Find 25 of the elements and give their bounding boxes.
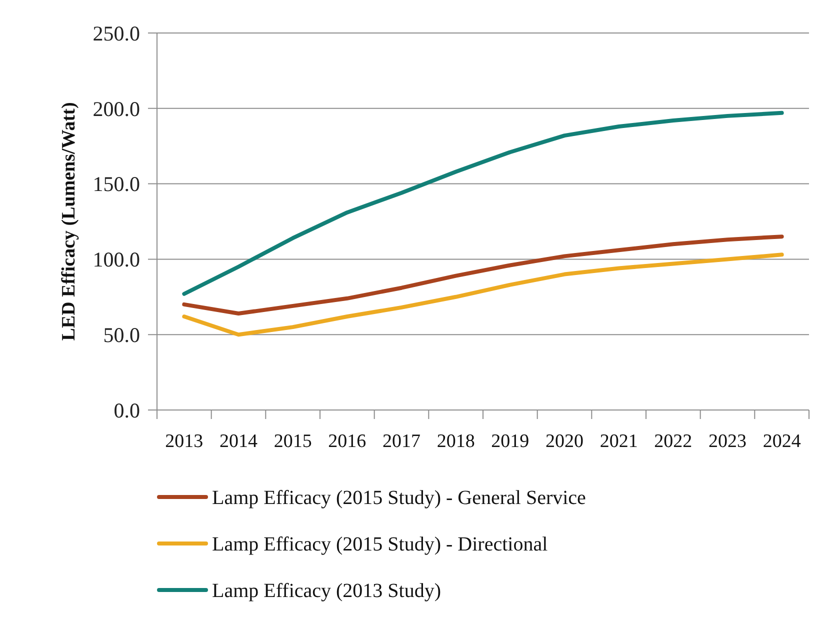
x-tick-label: 2017: [382, 431, 420, 452]
x-tick-label: 2020: [546, 431, 584, 452]
y-tick-label: 200.0: [92, 96, 140, 121]
y-axis-title: LED Efficacy (Lumens/Watt): [58, 102, 80, 341]
line-series: [182, 234, 784, 316]
x-tick-label: 2024: [762, 431, 802, 452]
x-tick-label: 2021: [600, 431, 638, 452]
line-series: [182, 252, 784, 337]
y-tick-label: 50.0: [103, 322, 140, 347]
line-series: [182, 110, 784, 296]
x-tick-label: 2018: [436, 431, 475, 452]
x-tick-label: 2014: [220, 431, 258, 452]
x-tick-label: 2015: [274, 431, 312, 452]
x-tick-label: 2016: [328, 431, 366, 452]
x-tick-label: 2013: [165, 431, 204, 452]
y-tick-label: 250.0: [92, 21, 140, 46]
x-tick-label: 2022: [654, 431, 692, 452]
x-tick-label: 2019: [491, 431, 530, 452]
y-tick-label: 150.0: [92, 172, 140, 196]
legend-label: Lamp Efficacy (2015 Study) - General Service: [212, 487, 586, 509]
x-tick-label: 2023: [708, 431, 746, 452]
legend-label: Lamp Efficacy (2013 Study): [212, 580, 442, 602]
y-tick-label: 100.0: [92, 248, 140, 272]
legend-label: Lamp Efficacy (2015 Study) - Directional: [212, 534, 548, 556]
y-tick-label: 0.0: [114, 398, 140, 422]
